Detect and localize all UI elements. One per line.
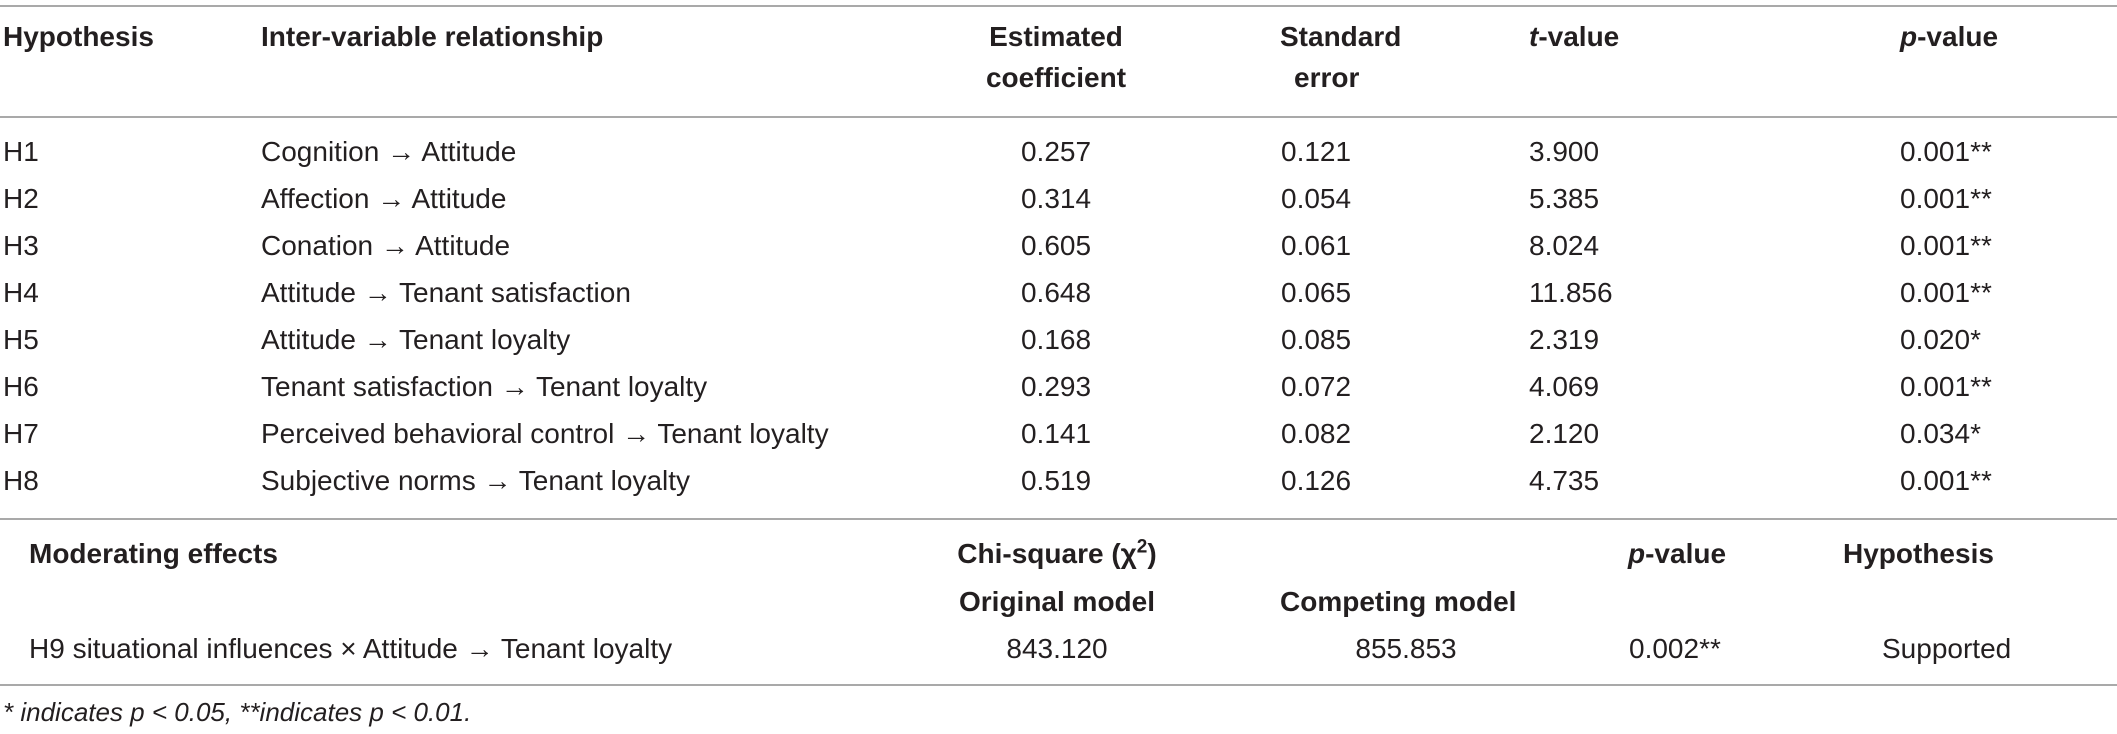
cell-se: 0.085 xyxy=(1281,324,1352,355)
cell-p: 0.001** xyxy=(1900,277,1992,308)
cell-relationship: Conation → Attitude xyxy=(261,230,511,261)
cell-se: 0.121 xyxy=(1281,136,1352,167)
cell-estimate: 0.314 xyxy=(1020,183,1092,214)
cell-estimate: 0.141 xyxy=(1020,418,1092,449)
cell-hypothesis: H5 xyxy=(3,324,39,355)
cell-relationship: Perceived behavioral control → Tenant lo… xyxy=(261,418,829,449)
cell-se: 0.126 xyxy=(1281,465,1352,496)
competing-model-value: 855.853 xyxy=(1355,633,1457,664)
cell-hypothesis: H6 xyxy=(3,371,39,402)
header-p-value: p-value xyxy=(1900,21,1999,52)
chi-square-header: Chi-square (χ2) xyxy=(957,536,1157,569)
competing-model-header: Competing model xyxy=(1280,586,1517,617)
cell-p: 0.020* xyxy=(1900,324,1981,355)
cell-relationship: Attitude → Tenant loyalty xyxy=(261,324,571,355)
cell-p: 0.034* xyxy=(1900,418,1981,449)
header-estimate-line1: Estimated xyxy=(989,21,1123,52)
cell-t: 4.069 xyxy=(1529,371,1600,402)
cell-hypothesis: H7 xyxy=(3,418,39,449)
cell-hypothesis: H3 xyxy=(3,230,39,261)
moderating-result: Supported xyxy=(1882,633,2012,664)
header-relationship: Inter-variable relationship xyxy=(261,21,604,52)
cell-t: 4.735 xyxy=(1529,465,1600,496)
original-model-header: Original model xyxy=(958,586,1156,617)
cell-estimate: 0.257 xyxy=(1020,136,1092,167)
moderating-title: Moderating effects xyxy=(29,538,278,569)
cell-hypothesis: H8 xyxy=(3,465,39,496)
cell-se: 0.061 xyxy=(1281,230,1352,261)
header-hypothesis: Hypothesis xyxy=(3,21,154,52)
cell-t: 11.856 xyxy=(1529,277,1613,308)
table-bottom-rule xyxy=(0,684,2117,686)
cell-relationship: Subjective norms → Tenant loyalty xyxy=(261,465,691,496)
cell-t: 5.385 xyxy=(1529,183,1600,214)
header-t-value: t-value xyxy=(1529,21,1620,52)
moderating-hypothesis-header: Hypothesis xyxy=(1843,538,1994,569)
cell-hypothesis: H4 xyxy=(3,277,39,308)
cell-p: 0.001** xyxy=(1900,183,1992,214)
header-estimate-line2: coefficient xyxy=(985,62,1127,93)
cell-t: 2.319 xyxy=(1529,324,1600,355)
cell-p: 0.001** xyxy=(1900,136,1992,167)
cell-hypothesis: H1 xyxy=(3,136,39,167)
cell-relationship: Affection → Attitude xyxy=(261,183,507,214)
cell-se: 0.054 xyxy=(1281,183,1352,214)
cell-relationship: Cognition → Attitude xyxy=(261,136,517,167)
section-rule xyxy=(0,518,2117,520)
cell-se: 0.072 xyxy=(1281,371,1352,402)
moderating-p-value-header: p-value xyxy=(1628,538,1727,569)
cell-estimate: 0.168 xyxy=(1020,324,1092,355)
cell-p: 0.001** xyxy=(1900,465,1992,496)
cell-p: 0.001** xyxy=(1900,371,1992,402)
moderating-p-value: 0.002** xyxy=(1629,633,1721,664)
cell-estimate: 0.648 xyxy=(1020,277,1092,308)
header-rule xyxy=(0,116,2117,118)
cell-hypothesis: H2 xyxy=(3,183,39,214)
header-se-line1: Standard xyxy=(1280,21,1402,52)
cell-relationship: Tenant satisfaction → Tenant loyalty xyxy=(261,371,708,402)
table-top-rule xyxy=(0,5,2117,7)
cell-se: 0.065 xyxy=(1281,277,1352,308)
cell-estimate: 0.293 xyxy=(1020,371,1092,402)
cell-t: 8.024 xyxy=(1529,230,1600,261)
moderating-effect-label: H9 situational influences × Attitude → T… xyxy=(29,633,673,664)
original-model-value: 843.120 xyxy=(1006,633,1108,664)
table-footnote: * indicates p < 0.05, **indicates p < 0.… xyxy=(3,697,472,727)
cell-se: 0.082 xyxy=(1281,418,1352,449)
cell-estimate: 0.605 xyxy=(1020,230,1092,261)
cell-relationship: Attitude → Tenant satisfaction xyxy=(261,277,631,308)
cell-t: 2.120 xyxy=(1529,418,1600,449)
header-se-line2: error xyxy=(1294,62,1360,93)
cell-t: 3.900 xyxy=(1529,136,1600,167)
cell-estimate: 0.519 xyxy=(1020,465,1092,496)
cell-p: 0.001** xyxy=(1900,230,1992,261)
